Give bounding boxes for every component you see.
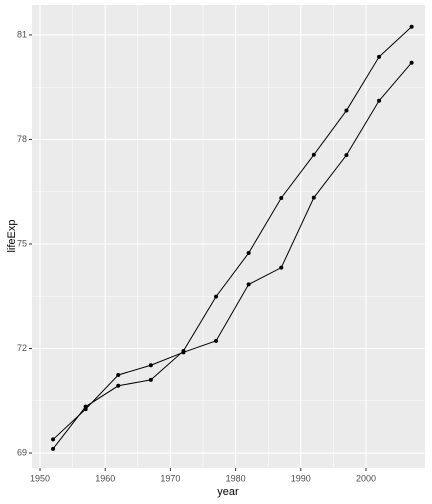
line	[52, 26, 412, 450]
point	[148, 363, 153, 368]
y-tick-label: 81	[17, 29, 27, 39]
point	[409, 24, 414, 29]
point	[377, 98, 382, 103]
y-tick-label: 69	[17, 447, 27, 457]
point	[344, 108, 349, 113]
y-tick-label: 75	[17, 238, 27, 248]
point	[214, 338, 219, 343]
point	[344, 153, 349, 158]
x-tick-label: 1990	[291, 473, 311, 483]
point	[51, 446, 56, 451]
point	[311, 152, 316, 157]
y-axis-title: lifeExp	[6, 219, 18, 252]
point	[246, 282, 251, 287]
point	[279, 196, 284, 201]
point	[116, 372, 121, 377]
panel	[32, 5, 425, 468]
y-tick-label: 78	[17, 134, 27, 144]
point	[409, 60, 414, 65]
point	[181, 350, 186, 355]
point	[377, 54, 382, 59]
x-tick-label: 1960	[95, 473, 115, 483]
point	[246, 251, 251, 256]
point	[148, 377, 153, 382]
x-tick-label: 1950	[30, 473, 50, 483]
line	[52, 62, 413, 440]
point	[116, 383, 121, 388]
point	[83, 407, 88, 412]
x-tick-label: 1970	[160, 473, 180, 483]
x-tick-label: 2000	[356, 473, 376, 483]
x-axis-title: year	[217, 486, 239, 498]
point	[51, 437, 56, 442]
y-tick-label: 72	[17, 343, 27, 353]
point	[214, 294, 219, 299]
point	[279, 265, 284, 270]
point	[311, 195, 316, 200]
x-tick-label: 1980	[226, 473, 246, 483]
